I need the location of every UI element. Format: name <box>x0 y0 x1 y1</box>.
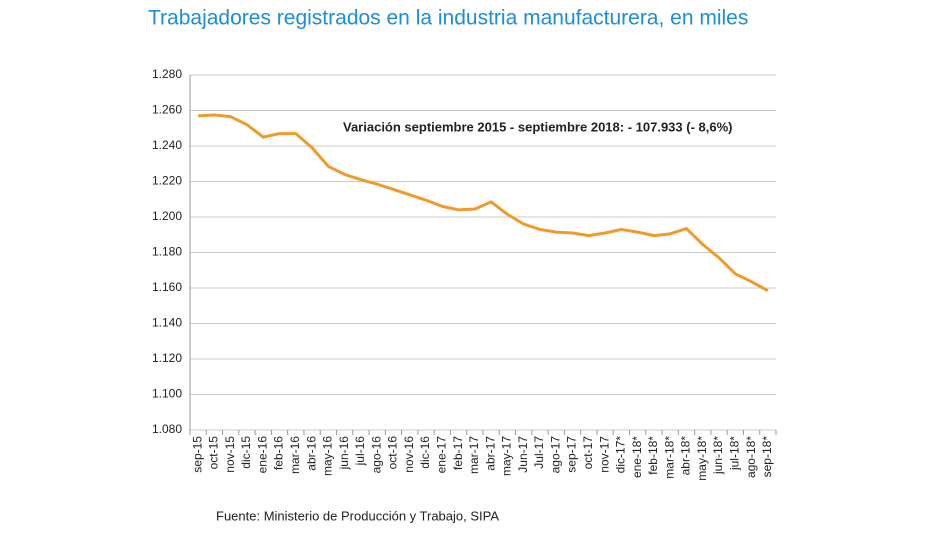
x-tick-label: dic-16 <box>418 436 432 469</box>
y-tick-label: 1.260 <box>152 103 182 117</box>
x-tick-label: mar-16 <box>288 436 302 474</box>
x-tick-label: nov-15 <box>223 436 237 473</box>
x-tick-label: oct-17 <box>581 436 595 470</box>
y-tick-label: 1.280 <box>152 67 182 81</box>
x-tick-label: may-17 <box>500 436 514 476</box>
y-tick-label: 1.120 <box>152 351 182 365</box>
annotation: Variación septiembre 2015 - septiembre 2… <box>343 119 732 134</box>
x-tick-label: may-18* <box>695 436 709 481</box>
x-tick-label: nov-16 <box>402 436 416 473</box>
x-tick-label: jul-16 <box>353 436 367 467</box>
x-tick-label: ene-18* <box>630 436 644 478</box>
x-tick-label: nov-17 <box>597 436 611 473</box>
chart-title: Trabajadores registrados en la industria… <box>148 7 748 30</box>
x-tick-label: Jun-17 <box>516 436 530 473</box>
x-tick-label: jun-16 <box>337 436 351 471</box>
x-tick-label: ago-17 <box>548 436 562 474</box>
x-tick-label: dic-17* <box>614 436 628 474</box>
source: Fuente: Ministerio de Producción y Traba… <box>216 508 499 523</box>
x-tick-label: abr-18* <box>679 436 693 476</box>
x-tick-label: ene-17 <box>434 436 448 474</box>
x-tick-label: feb-16 <box>272 436 286 470</box>
x-tick-label: ene-16 <box>255 436 269 474</box>
y-tick-label: 1.180 <box>152 245 182 259</box>
y-tick-label: 1.100 <box>152 387 182 401</box>
line-series <box>198 113 769 292</box>
x-tick-label: sep-15 <box>190 436 204 473</box>
y-tick-label: 1.200 <box>152 209 182 223</box>
x-tick-label: feb-18* <box>646 436 660 475</box>
x-tick-label: dic-15 <box>239 436 253 469</box>
x-tick-label: ago-16 <box>369 436 383 474</box>
x-tick-label: oct-16 <box>386 436 400 470</box>
x-tick-label: may-16 <box>321 436 335 476</box>
x-tick-label: ago-18* <box>744 436 758 478</box>
y-tick-label: 1.140 <box>152 316 182 330</box>
x-tick-label: mar-18* <box>662 436 676 479</box>
y-tick-label: 1.160 <box>152 280 182 294</box>
x-tick-label: sep-18* <box>760 436 774 478</box>
y-tick-label: 1.240 <box>152 138 182 152</box>
x-tick-label: abr-17 <box>483 436 497 471</box>
x-tick-label: sep-17 <box>565 436 579 473</box>
y-tick-label: 1.220 <box>152 174 182 188</box>
x-tick-label: abr-16 <box>304 436 318 471</box>
x-tick-label: oct-15 <box>207 436 221 470</box>
x-tick-label: jun-18* <box>711 436 725 475</box>
y-tick-label: 1.080 <box>152 422 182 436</box>
x-tick-label: Jul-17 <box>532 436 546 469</box>
x-tick-label: feb-17 <box>451 436 465 470</box>
x-tick-label: mar-17 <box>467 436 481 474</box>
x-tick-label: jul-18* <box>727 436 741 471</box>
